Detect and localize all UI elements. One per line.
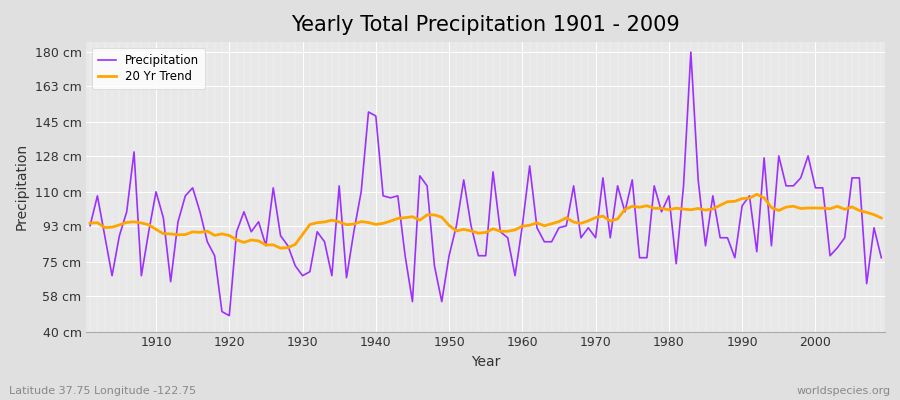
20 Yr Trend	[525, 223, 535, 228]
Text: Latitude 37.75 Longitude -122.75: Latitude 37.75 Longitude -122.75	[9, 386, 196, 396]
20 Yr Trend	[876, 216, 886, 220]
Text: worldspecies.org: worldspecies.org	[796, 386, 891, 396]
Precipitation	[311, 229, 322, 234]
20 Yr Trend	[752, 192, 762, 197]
Precipitation	[224, 313, 235, 318]
Precipitation	[85, 223, 95, 228]
20 Yr Trend	[85, 221, 95, 226]
Precipitation	[612, 184, 623, 188]
Line: 20 Yr Trend: 20 Yr Trend	[90, 194, 881, 248]
Legend: Precipitation, 20 Yr Trend: Precipitation, 20 Yr Trend	[93, 48, 205, 89]
Precipitation	[143, 229, 154, 234]
Precipitation	[356, 190, 366, 194]
Title: Yearly Total Precipitation 1901 - 2009: Yearly Total Precipitation 1901 - 2009	[292, 15, 680, 35]
Precipitation	[517, 223, 527, 228]
X-axis label: Year: Year	[471, 355, 500, 369]
Y-axis label: Precipitation: Precipitation	[15, 143, 29, 230]
20 Yr Trend	[311, 220, 322, 225]
Line: Precipitation: Precipitation	[90, 52, 881, 316]
20 Yr Trend	[517, 224, 527, 228]
Precipitation	[686, 50, 697, 54]
20 Yr Trend	[356, 219, 366, 224]
20 Yr Trend	[143, 222, 154, 227]
Precipitation	[525, 164, 535, 168]
20 Yr Trend	[275, 246, 286, 250]
Precipitation	[876, 255, 886, 260]
20 Yr Trend	[612, 216, 623, 221]
